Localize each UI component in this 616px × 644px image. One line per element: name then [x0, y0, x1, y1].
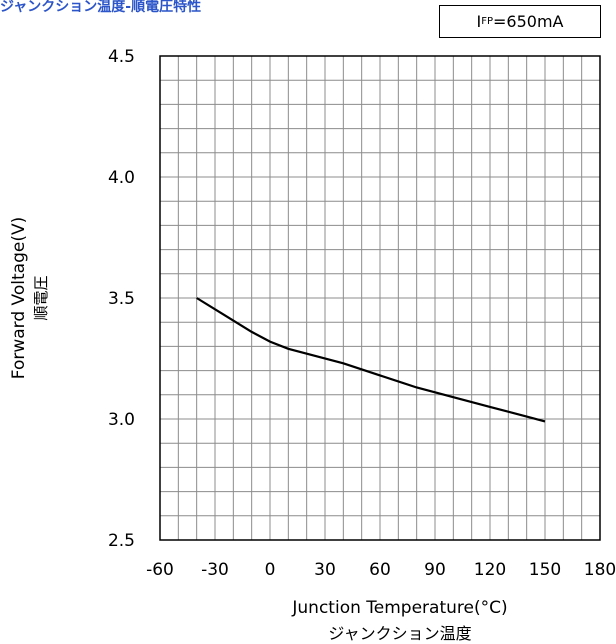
plot-frame: [159, 55, 601, 541]
chart-title: ジャンクション温度-順電圧特性: [0, 0, 202, 15]
x-tick-label: 60: [369, 560, 391, 580]
chart-grid: [160, 56, 600, 540]
x-tick-label: 30: [314, 560, 336, 580]
x-tick-label: 180: [584, 560, 616, 580]
y-tick-label: 4.0: [108, 168, 135, 188]
x-tick-label: 90: [424, 560, 446, 580]
x-tick-labels: -60 -30 0 30 60 90 120 150 180: [146, 560, 616, 580]
y-tick-labels: 4.5 4.0 3.5 3.0 2.5: [108, 47, 135, 551]
y-axis-label-jp: 順電圧: [32, 275, 50, 320]
y-tick-label: 3.0: [108, 410, 135, 430]
y-tick-label: 3.5: [108, 289, 135, 309]
x-tick-label: 120: [474, 560, 506, 580]
x-tick-label: -30: [201, 560, 229, 580]
x-tick-label: 0: [265, 560, 276, 580]
condition-box: I FP =650mA: [439, 5, 601, 38]
x-tick-label: 150: [529, 560, 561, 580]
condition-value: =650mA: [493, 12, 564, 31]
condition-subscript: FP: [481, 16, 494, 27]
y-tick-label: 4.5: [108, 47, 135, 67]
condition-symbol: I: [476, 12, 482, 31]
x-axis-label: Junction Temperature(°C): [292, 598, 508, 618]
series-line: [196, 297, 546, 423]
y-tick-label: 2.5: [108, 531, 135, 551]
x-tick-label: -60: [146, 560, 174, 580]
y-axis-label: Forward Voltage(V): [9, 217, 29, 379]
y-axis-label-group: Forward Voltage(V) 順電圧: [9, 217, 50, 379]
x-axis-label-jp: ジャンクション温度: [328, 624, 472, 643]
